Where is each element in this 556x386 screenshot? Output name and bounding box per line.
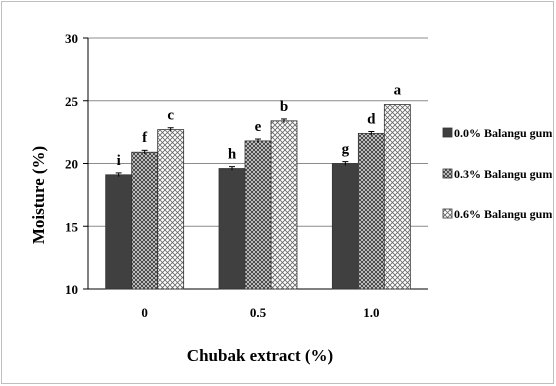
bar [131,151,159,290]
significance-letter: g [342,142,350,158]
legend-swatch [442,127,453,138]
significance-letters: i f c h e b g d a [117,83,402,169]
significance-letter: c [167,108,174,124]
bar [331,163,359,290]
x-tick-label: 1.0 [363,305,379,320]
legend-swatch [442,168,453,179]
significance-letter: b [280,99,288,115]
significance-letter: h [228,147,237,163]
legend: 0.0% Balangu gum 0.3% Balangu gum 0.6% Bal… [442,126,552,221]
bar [357,132,385,290]
significance-letter: e [255,119,262,135]
y-tick-label: 20 [65,157,78,172]
y-tick-label: 30 [65,31,78,46]
bar [270,120,298,290]
bar [218,168,246,290]
legend-swatch [442,208,453,219]
y-tick-label: 10 [65,282,78,297]
significance-letter: f [142,130,148,146]
bar [244,140,272,290]
x-tick-label: 0 [141,305,148,320]
y-tick-label: 25 [65,94,79,109]
legend-label: 0.6% Balangu gum [454,207,552,221]
x-axis-title: Chubak extract (%) [187,346,333,365]
y-axis-title: Moisture (%) [29,146,48,244]
significance-letter: i [117,153,121,169]
significance-letter: a [394,83,402,99]
y-tick-label: 15 [65,219,79,234]
bars [105,104,411,290]
legend-label: 0.3% Balangu gum [454,167,552,181]
significance-letter: d [367,111,376,127]
bar [383,104,411,290]
bar [157,129,185,290]
bar [105,174,133,290]
legend-label: 0.0% Balangu gum [454,126,552,140]
x-tick-label: 0.5 [250,305,267,320]
